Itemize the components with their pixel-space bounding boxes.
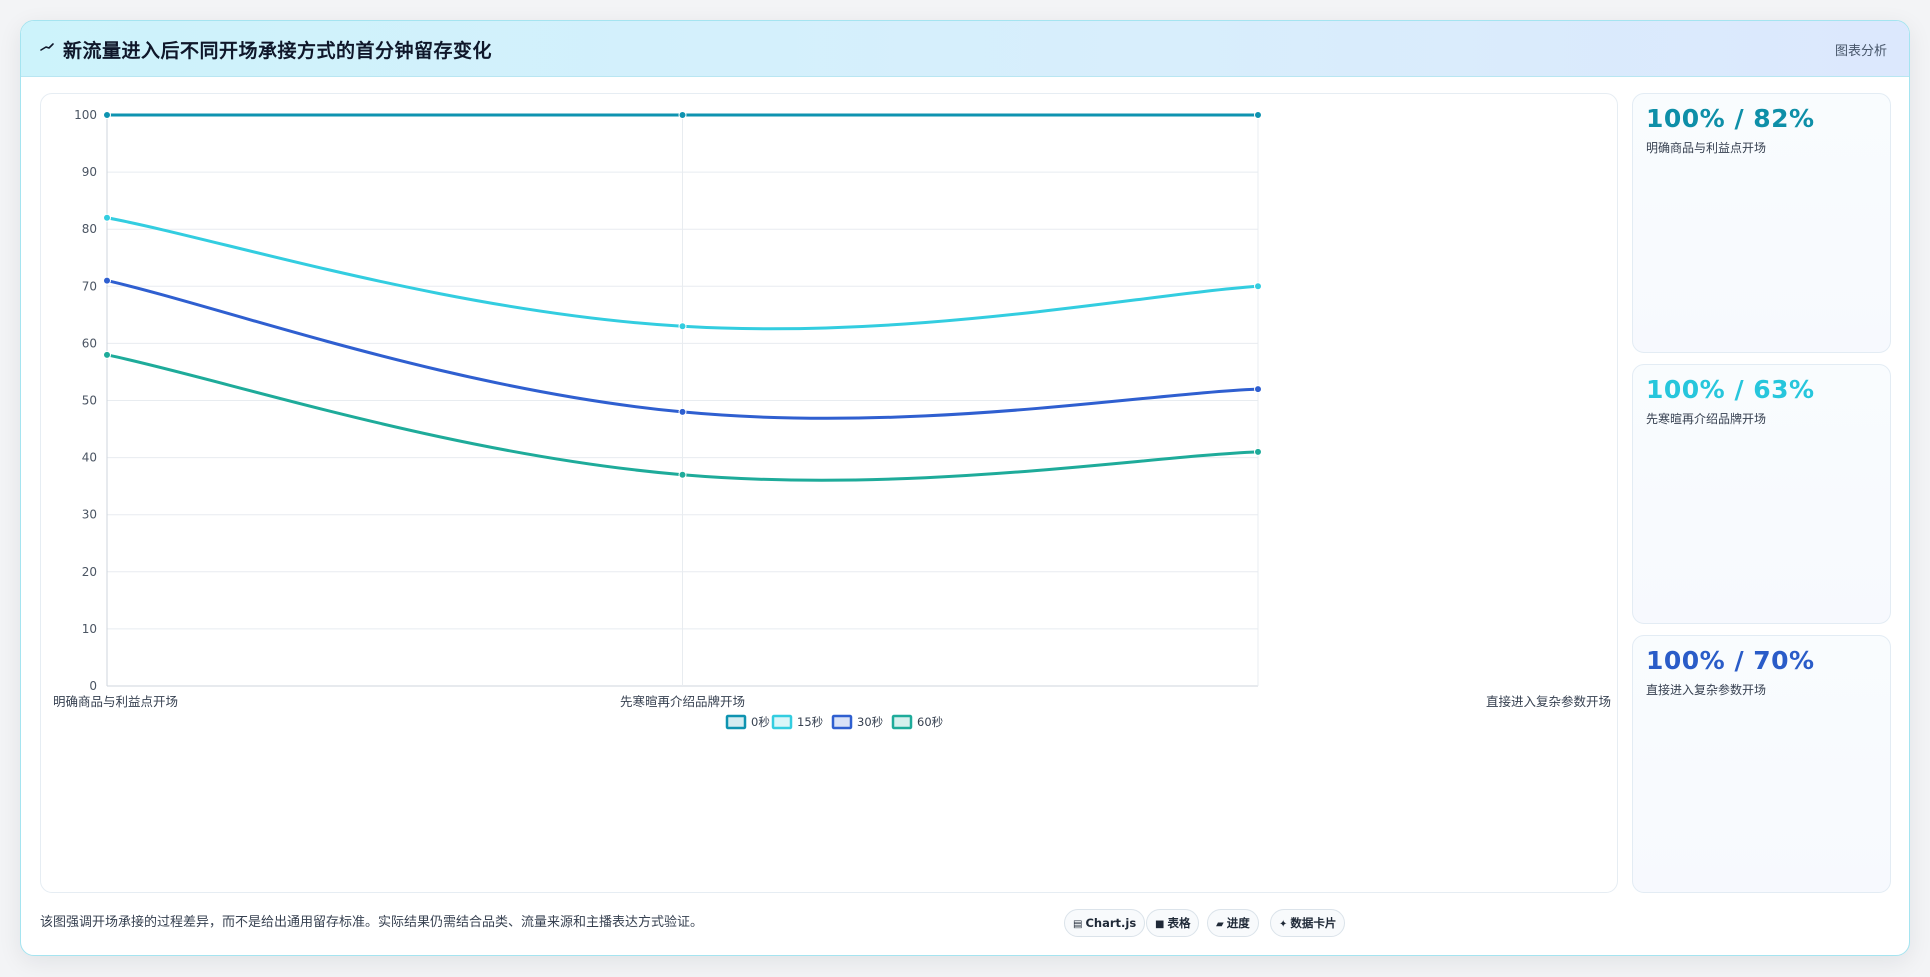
stat-card-3: 100% / 70% 直接进入复杂参数开场 <box>1632 635 1891 893</box>
y-tick-label: 0 <box>89 679 97 693</box>
stat-label: 先寒暄再介绍品牌开场 <box>1646 412 1767 426</box>
legend-swatch <box>891 714 913 730</box>
chart-icon: ▤ <box>1073 919 1083 930</box>
legend-label: 0秒 <box>751 715 770 729</box>
legend-label: 30秒 <box>857 715 883 729</box>
chip-data-card[interactable]: ✦ 数据卡片 <box>1270 909 1346 937</box>
data-point <box>1254 111 1262 119</box>
chip-label: 数据卡片 <box>1290 916 1337 930</box>
y-tick-label: 10 <box>82 622 97 636</box>
chip-label: 表格 <box>1167 916 1191 930</box>
chip-label: 进度 <box>1226 916 1250 930</box>
stat-label: 直接进入复杂参数开场 <box>1646 683 1767 697</box>
y-tick-label: 80 <box>82 222 97 236</box>
data-card-icon: ✦ <box>1279 919 1288 930</box>
chip-progress[interactable]: ▰ 进度 <box>1207 909 1259 937</box>
y-tick-label: 90 <box>82 165 97 179</box>
legend-label: 60秒 <box>917 715 943 729</box>
data-point <box>103 213 111 222</box>
chart-panel: 0 10 20 30 40 50 60 70 80 90 100 明确商品与利益点开场 先寒暄再介绍品牌… <box>40 93 1618 893</box>
y-tick-label: 60 <box>82 336 97 350</box>
stat-card-1: 100% / 82% 明确商品与利益点开场 <box>1632 93 1891 353</box>
stat-value: 100% / 82% <box>1646 104 1815 133</box>
card-header: 新流量进入后不同开场承接方式的首分钟留存变化 图表分析 <box>21 21 1909 77</box>
y-tick-label: 40 <box>82 451 97 465</box>
chip-chartjs[interactable]: ▤ Chart.js <box>1064 909 1146 937</box>
data-point <box>103 111 111 119</box>
stat-value: 100% / 70% <box>1646 646 1815 675</box>
data-point <box>678 470 687 479</box>
page-title: 新流量进入后不同开场承接方式的首分钟留存变化 <box>63 40 493 62</box>
chart-analysis-link[interactable]: 图表分析 <box>1834 44 1887 59</box>
x-tick-label: 先寒暄再介绍品牌开场 <box>620 694 745 709</box>
line-chart: 0 10 20 30 40 50 60 70 80 90 100 明确商品与利益点开场 先寒暄再介绍品牌… <box>53 108 1611 730</box>
stat-label: 明确商品与利益点开场 <box>1646 141 1767 155</box>
chart-card: 新流量进入后不同开场承接方式的首分钟留存变化 图表分析 0 10 20 30 40 50 6… <box>20 20 1910 956</box>
data-point <box>678 111 687 119</box>
data-point <box>678 322 687 331</box>
chip-table[interactable]: ■ 表格 <box>1146 909 1200 937</box>
y-tick-label: 70 <box>82 279 97 293</box>
data-point <box>678 407 687 416</box>
y-tick-label: 20 <box>82 565 97 579</box>
legend-swatch <box>725 714 747 730</box>
data-point <box>1254 385 1262 394</box>
legend-swatch <box>831 714 853 730</box>
x-tick-label: 明确商品与利益点开场 <box>53 694 178 709</box>
x-tick-label: 直接进入复杂参数开场 <box>1486 694 1611 709</box>
legend-label: 15秒 <box>797 715 823 729</box>
stat-value: 100% / 63% <box>1646 375 1815 404</box>
chart-line-icon <box>39 39 57 57</box>
table-icon: ■ <box>1155 919 1165 930</box>
data-point <box>1254 447 1262 456</box>
footer-note: 该图强调开场承接的过程差异，而不是给出通用留存标准。实际结果仍需结合品类、流量来… <box>40 915 704 930</box>
data-point <box>103 350 111 359</box>
data-point <box>1254 282 1262 291</box>
y-tick-label: 30 <box>82 508 97 522</box>
chip-label: Chart.js <box>1085 916 1137 930</box>
progress-icon: ▰ <box>1216 919 1224 930</box>
data-point <box>103 276 111 285</box>
y-tick-label: 100 <box>74 108 97 122</box>
stat-card-2: 100% / 63% 先寒暄再介绍品牌开场 <box>1632 364 1891 624</box>
legend-swatch <box>771 714 793 730</box>
y-tick-label: 50 <box>82 394 97 408</box>
